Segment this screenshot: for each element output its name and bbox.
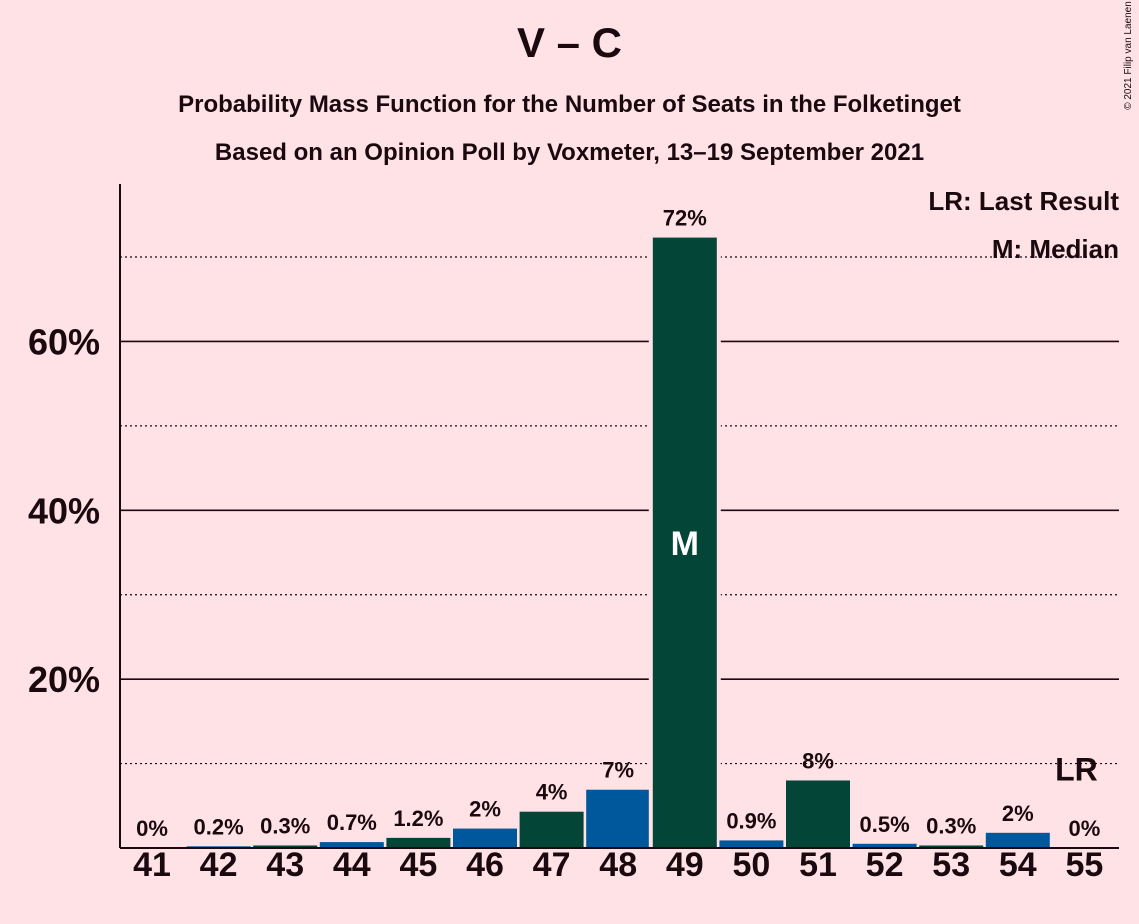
x-tick-label: 50	[732, 846, 770, 884]
bar	[652, 237, 717, 848]
x-tick-label: 45	[399, 846, 437, 884]
x-tick-label: 47	[533, 846, 571, 884]
x-tick-label: 42	[200, 846, 238, 884]
chart-title: V – C	[516, 19, 623, 66]
x-tick-label: 41	[133, 846, 171, 884]
value-label: 0%	[1069, 816, 1101, 841]
chart-subtitle: Probability Mass Function for the Number…	[178, 91, 961, 118]
bar	[453, 828, 517, 848]
bar	[919, 845, 984, 848]
last-result-marker: LR	[1055, 752, 1098, 788]
y-tick-label: 40%	[28, 490, 100, 531]
chart-source: Based on an Opinion Poll by Voxmeter, 13…	[214, 139, 925, 166]
bar	[386, 837, 451, 848]
y-tick-label: 60%	[28, 321, 100, 362]
value-label: 1.2%	[393, 806, 443, 831]
value-label: 0%	[136, 816, 168, 841]
value-label: 0.5%	[860, 812, 910, 837]
value-label: 8%	[802, 748, 834, 773]
x-tick-label: 53	[932, 846, 970, 884]
value-label: 7%	[602, 758, 634, 783]
bar	[985, 832, 1050, 848]
x-tick-label: 48	[599, 846, 637, 884]
x-tick-label: 51	[799, 846, 837, 884]
bar	[319, 842, 384, 848]
value-label: 72%	[663, 206, 707, 231]
x-tick-label: 54	[999, 846, 1037, 884]
value-label: 4%	[536, 780, 568, 805]
bar	[786, 780, 850, 848]
value-label: 0.2%	[194, 814, 244, 839]
value-label: 0.7%	[327, 810, 377, 835]
bar	[253, 845, 318, 848]
value-label-backdrop	[656, 204, 713, 233]
value-label: 0.3%	[260, 813, 310, 838]
x-tick-labels: 41 42 43 44 45 46 47 48 49 50 51 52 53 54 55	[133, 846, 1103, 884]
legend-last-result: LR: Last Result	[928, 186, 1119, 216]
bar	[586, 789, 651, 848]
legend-median: M: Median	[991, 234, 1119, 264]
value-label: 0.3%	[926, 813, 976, 838]
x-tick-label: 49	[666, 846, 704, 884]
bar	[852, 843, 917, 848]
y-tick-label: 20%	[28, 659, 100, 700]
bar	[519, 811, 584, 848]
value-label: 2%	[469, 797, 501, 822]
value-label: 0.9%	[726, 808, 776, 833]
gridlines	[120, 256, 1119, 765]
x-tick-label: 44	[333, 846, 371, 884]
x-tick-label: 46	[466, 846, 504, 884]
x-tick-label: 55	[1065, 846, 1103, 884]
bar	[719, 840, 784, 848]
y-tick-labels: 20% 40% 60%	[28, 321, 100, 700]
value-labels: 0% 0.2% 0.3% 0.7% 1.2% 2% 4% 7% 72% M 0.9% 8% 0.5% 0.…	[136, 204, 1101, 841]
x-tick-label: 43	[266, 846, 304, 884]
x-tick-label: 52	[866, 846, 904, 884]
bars	[186, 233, 1050, 848]
median-marker: M	[671, 525, 699, 563]
value-label: 2%	[1002, 801, 1034, 826]
